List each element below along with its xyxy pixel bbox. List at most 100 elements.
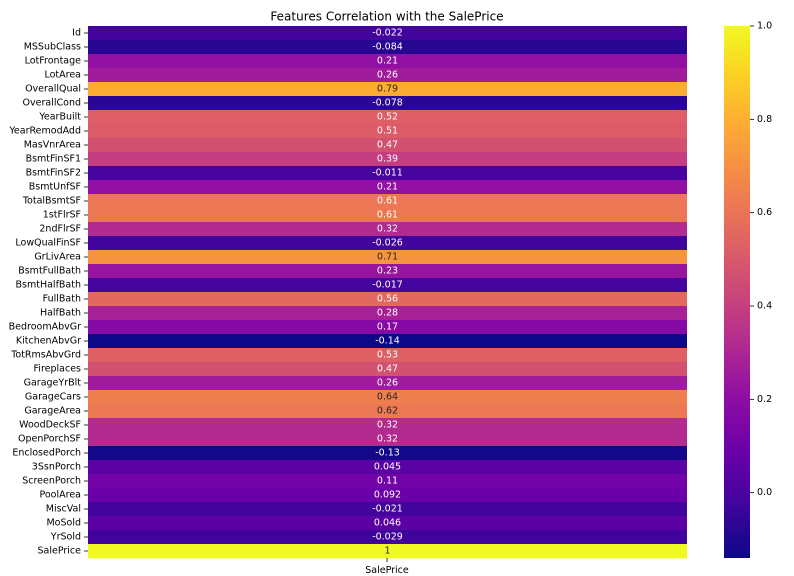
heatmap-cell	[88, 348, 687, 363]
heatmap-cell	[88, 334, 687, 349]
heatmap-cell	[88, 110, 687, 125]
row-label: LowQualFinSF	[15, 238, 81, 249]
heatmap-cells: -0.022 -0.084 0.21 0.26 0.79 -0.078 0.52 0.51 0.…	[88, 26, 687, 559]
heatmap-cell	[88, 376, 687, 391]
row-label: YrSold	[50, 532, 81, 543]
heatmap-cell	[88, 26, 687, 41]
row-label: EnclosedPorch	[12, 448, 81, 459]
row-label: BsmtFinSF1	[26, 154, 81, 165]
heatmap-cell	[88, 502, 687, 517]
heatmap-cell	[88, 166, 687, 181]
cell-value-label: 0.71	[377, 252, 398, 263]
heatmap-cell	[88, 418, 687, 433]
row-label: FullBath	[43, 294, 81, 305]
colorbar-tick-label: 0.6	[757, 207, 772, 218]
heatmap-cell	[88, 446, 687, 461]
colorbar-tick-label: 0.0	[757, 487, 772, 498]
heatmap-cell	[88, 488, 687, 503]
colorbar-tick-label: 1.0	[757, 21, 772, 32]
cell-value-label: 0.79	[377, 84, 398, 95]
cell-value-label: -0.017	[372, 280, 403, 291]
heatmap-cell	[88, 362, 687, 377]
row-label: MasVnrArea	[24, 140, 81, 151]
row-label: MSSubClass	[24, 42, 81, 53]
cell-value-label: 0.64	[377, 392, 398, 403]
row-label: GrLivArea	[34, 252, 81, 263]
heatmap-cell	[88, 544, 687, 559]
colorbar-tick-label: 0.2	[757, 394, 772, 405]
row-label: PoolArea	[39, 490, 81, 501]
row-label: BsmtFinSF2	[26, 168, 81, 179]
heatmap-cell	[88, 530, 687, 545]
row-label: BedroomAbvGr	[9, 322, 81, 333]
cell-value-label: 0.17	[377, 322, 398, 333]
cell-value-label: 0.32	[377, 434, 398, 445]
heatmap-cell	[88, 432, 687, 447]
row-label: OverallCond	[23, 98, 81, 109]
cell-value-label: 0.52	[377, 112, 398, 123]
heatmap-cell	[88, 390, 687, 405]
chart-title: Features Correlation with the SalePrice	[270, 10, 503, 24]
cell-value-label: -0.011	[372, 168, 403, 179]
cell-value-label: -0.022	[372, 28, 403, 39]
heatmap-cell	[88, 96, 687, 111]
heatmap-cell	[88, 306, 687, 321]
row-label: KitchenAbvGr	[16, 336, 81, 347]
heatmap-cell	[88, 54, 687, 69]
row-label: OpenPorchSF	[18, 434, 81, 445]
cell-value-label: -0.084	[372, 42, 403, 53]
cell-value-label: 0.47	[377, 364, 398, 375]
cell-value-label: 0.21	[377, 182, 398, 193]
row-label: WoodDeckSF	[19, 420, 81, 431]
row-labels: Id MSSubClass LotFrontage LotArea OverallQua…	[8, 28, 88, 557]
row-label: Fireplaces	[34, 364, 82, 375]
heatmap-cell	[88, 250, 687, 265]
x-axis: SalePrice	[365, 558, 409, 576]
cell-value-label: 0.11	[377, 476, 398, 487]
row-label: TotalBsmtSF	[22, 196, 81, 207]
cell-value-label: 0.26	[377, 70, 398, 81]
row-label: MiscVal	[46, 504, 81, 515]
cell-value-label: 0.21	[377, 56, 398, 67]
cell-value-label: -0.13	[375, 448, 400, 459]
cell-value-label: 0.23	[377, 266, 398, 277]
colorbar: 0.0 0.2 0.4 0.6 0.8 1.0	[724, 21, 772, 558]
row-label: BsmtUnfSF	[29, 182, 81, 193]
heatmap-cell	[88, 264, 687, 279]
row-label: 3SsnPorch	[32, 462, 81, 473]
row-label: HalfBath	[40, 308, 81, 319]
x-tick-label: SalePrice	[365, 565, 409, 576]
cell-value-label: 0.62	[377, 406, 398, 417]
row-label: GarageYrBlt	[24, 378, 82, 389]
row-label: BsmtFullBath	[18, 266, 81, 277]
row-label: LotArea	[44, 70, 81, 81]
row-label: SalePrice	[37, 546, 81, 557]
cell-value-label: -0.078	[372, 98, 403, 109]
row-label: GarageArea	[24, 406, 81, 417]
cell-value-label: -0.029	[372, 532, 403, 543]
row-label: YearBuilt	[38, 112, 81, 123]
cell-value-label: 0.61	[377, 210, 398, 221]
heatmap-cell	[88, 236, 687, 251]
heatmap-cell	[88, 194, 687, 209]
row-label: 2ndFlrSF	[39, 224, 81, 235]
row-label: OverallQual	[25, 84, 81, 95]
heatmap-cell	[88, 222, 687, 237]
cell-value-label: 0.56	[377, 294, 398, 305]
row-label: Id	[72, 28, 81, 39]
cell-value-label: 0.046	[374, 518, 401, 529]
colorbar-tick-label: 0.8	[757, 114, 772, 125]
cell-value-label: 0.32	[377, 224, 398, 235]
cell-value-label: -0.14	[375, 336, 400, 347]
row-label: MoSold	[46, 518, 81, 529]
cell-value-label: -0.021	[372, 504, 403, 515]
heatmap-cell	[88, 138, 687, 153]
heatmap-cell	[88, 208, 687, 223]
cell-value-label: 0.51	[377, 126, 398, 137]
heatmap-cell	[88, 40, 687, 55]
heatmap-cell	[88, 292, 687, 307]
heatmap-cell	[88, 278, 687, 293]
colorbar-tick-label: 0.4	[757, 301, 772, 312]
cell-value-label: 0.32	[377, 420, 398, 431]
